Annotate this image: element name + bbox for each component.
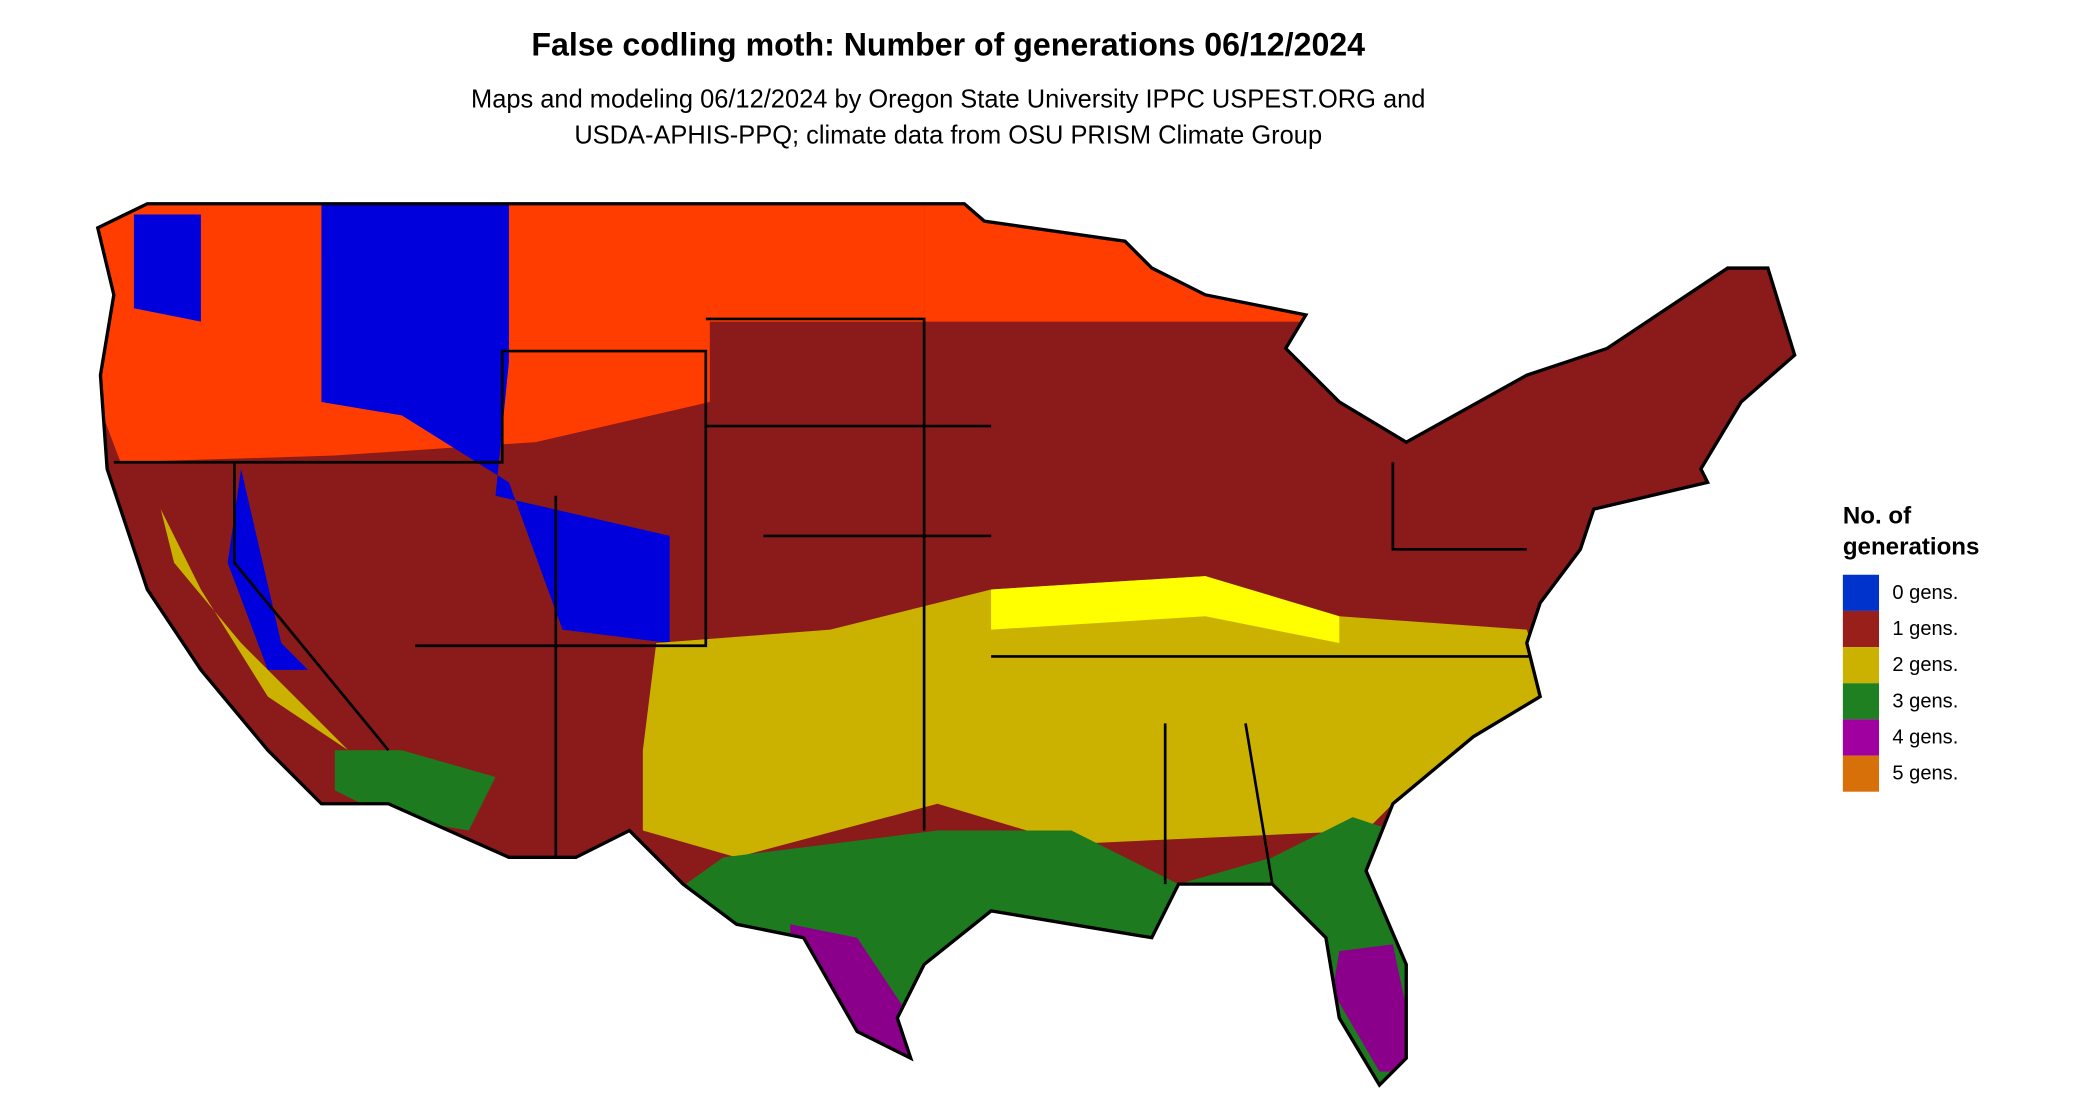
state-border: [1391, 462, 1527, 551]
state-border: [113, 349, 708, 648]
subtitle: USDA-APHIS-PPQ; climate data from OSU PR…: [574, 122, 1322, 150]
legend-swatch: [1842, 683, 1880, 720]
state-border: [1244, 723, 1274, 885]
state-borders: [113, 317, 1534, 885]
legend-swatch: [1842, 719, 1880, 756]
us-outline: [95, 202, 1797, 1088]
map-area: [97, 203, 1795, 1086]
region-0-gen: [321, 203, 670, 644]
region-0-gen: [133, 214, 201, 322]
state-border: [705, 317, 926, 831]
legend-swatch: [1842, 610, 1880, 648]
legend-label: 4 gens.: [1892, 726, 1958, 748]
subtitle: Maps and modeling 06/12/2024 by Oregon S…: [471, 85, 1425, 113]
legend-title: generations: [1843, 533, 1980, 560]
legend-swatch: [1842, 647, 1880, 684]
legend-swatch: [1842, 574, 1880, 611]
legend-label: 2 gens.: [1892, 654, 1958, 676]
region-4-gen: [1332, 944, 1420, 1072]
legend-label: 1 gens.: [1892, 618, 1958, 640]
legend-label: 5 gens.: [1892, 763, 1958, 785]
region-3-gen: [629, 817, 1420, 1086]
legend: No. of generations 0 gens. 1 gens. 2 gens.…: [1842, 503, 1980, 792]
map-title: False codling moth: Number of generation…: [531, 27, 1365, 63]
region-2-gen: [642, 576, 1554, 858]
region-0-gen: [227, 468, 309, 670]
state-border: [233, 462, 390, 752]
region-1-gen-light: [97, 203, 925, 463]
region-2-gen-light: [991, 576, 1340, 644]
legend-swatch: [1842, 755, 1880, 792]
legend-title: No. of: [1843, 503, 1912, 530]
legend-label: 3 gens.: [1892, 690, 1958, 712]
legend-label: 0 gens.: [1892, 582, 1958, 604]
